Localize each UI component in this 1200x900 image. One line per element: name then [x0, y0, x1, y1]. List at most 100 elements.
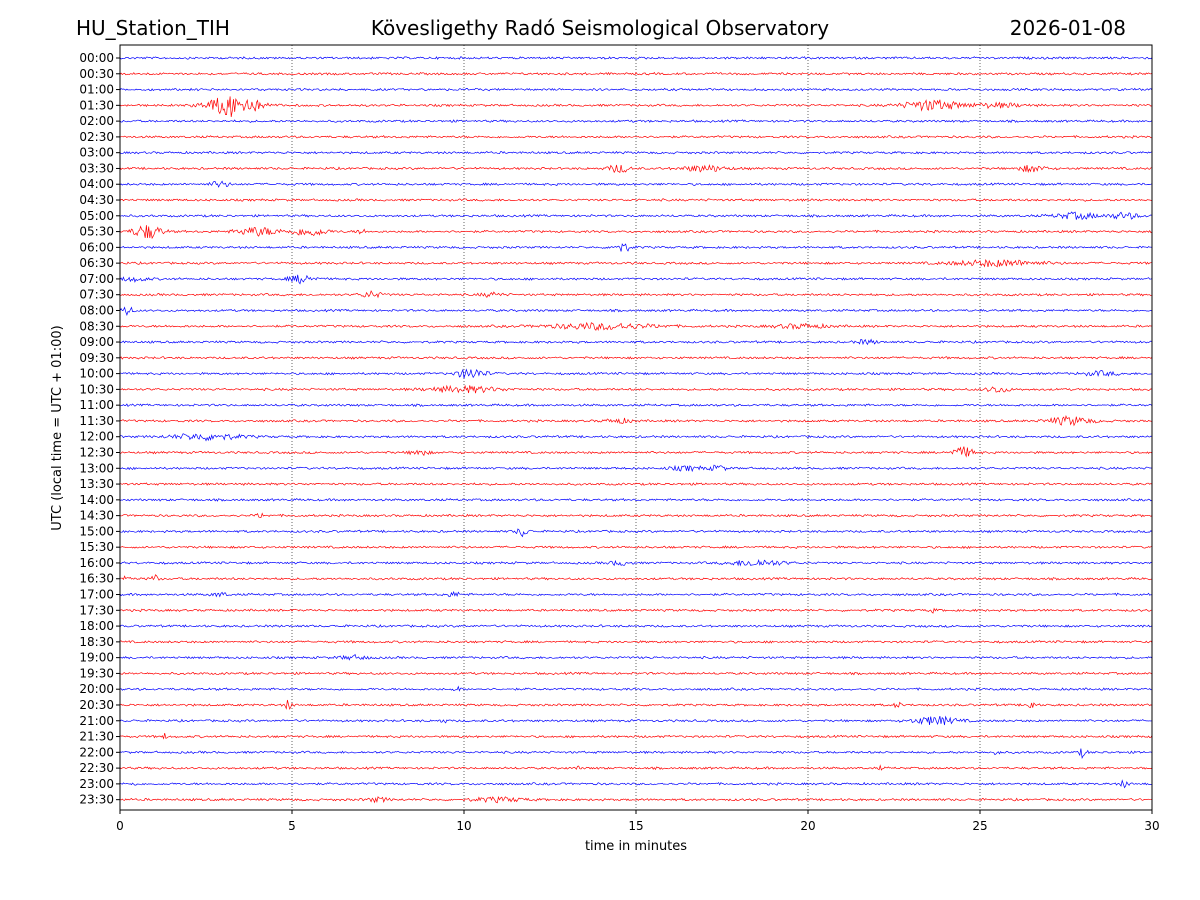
trace-0300 [119, 150, 1153, 155]
x-tick-label-5: 5 [288, 819, 296, 833]
y-tick-label: 00:00 [79, 51, 114, 65]
y-tick-label: 12:30 [79, 446, 114, 460]
trace-2300 [119, 779, 1152, 789]
trace-1600 [119, 559, 1153, 567]
trace-1330 [119, 482, 1153, 486]
y-tick-label: 06:00 [79, 240, 114, 254]
trace-0030 [119, 71, 1153, 76]
y-tick-label: 05:00 [79, 209, 114, 223]
y-axis-label: UTC (local time = UTC + 01:00) [50, 325, 65, 530]
station-name: HU_Station_TIH [76, 16, 230, 40]
y-tick-label: 16:00 [79, 556, 114, 570]
trace-0130 [119, 96, 1153, 118]
trace-0930 [119, 355, 1153, 360]
y-tick-label: 19:30 [79, 666, 114, 680]
y-tick-label: 11:00 [79, 398, 114, 412]
chart-date: 2026-01-08 [1010, 16, 1126, 40]
y-tick-label: 10:30 [79, 382, 114, 396]
y-tick-label: 03:30 [79, 161, 114, 175]
x-tick-label-0: 0 [116, 819, 124, 833]
y-tick-label: 18:00 [79, 619, 114, 633]
y-tick-label: 14:00 [79, 493, 114, 507]
y-tick-label: 04:30 [79, 193, 114, 207]
trace-2130 [119, 733, 1153, 740]
trace-1700 [119, 590, 1153, 598]
x-axis: 0 5 10 15 20 25 30 [116, 810, 1160, 833]
y-tick-label: 22:30 [79, 761, 114, 775]
y-tick-label: 10:00 [79, 367, 114, 381]
trace-0900 [120, 338, 1153, 346]
trace-0000 [119, 56, 1153, 60]
y-tick-label: 22:00 [79, 745, 114, 759]
y-tick-label: 13:00 [79, 461, 114, 475]
y-tick-label: 14:30 [79, 509, 114, 523]
y-tick-label: 00:30 [79, 67, 114, 81]
trace-group [119, 56, 1153, 804]
x-tick-label-30: 30 [1144, 819, 1159, 833]
trace-1830 [119, 639, 1153, 644]
trace-0400 [119, 180, 1153, 188]
y-tick-label: 07:30 [79, 288, 114, 302]
y-tick-label: 17:30 [79, 603, 114, 617]
trace-1800 [119, 624, 1153, 628]
trace-0830 [119, 321, 1153, 332]
trace-2100 [119, 715, 1153, 726]
y-tick-label: 23:00 [79, 777, 114, 791]
trace-1230 [119, 446, 1153, 458]
chart-title: Kövesligethy Radó Seismological Observat… [371, 16, 829, 40]
y-tick-label: 21:30 [79, 730, 114, 744]
y-tick-label: 09:30 [79, 351, 114, 365]
trace-1430 [119, 512, 1153, 518]
y-tick-label: 01:30 [79, 98, 114, 112]
trace-0530 [119, 225, 1153, 240]
trace-1730 [119, 607, 1152, 614]
y-tick-label: 15:00 [79, 524, 114, 538]
y-tick-label: 17:00 [79, 588, 114, 602]
y-tick-label: 08:00 [79, 303, 114, 317]
y-tick-label: 18:30 [79, 635, 114, 649]
trace-0600 [119, 243, 1153, 252]
y-tick-label: 02:30 [79, 130, 114, 144]
trace-1900 [119, 653, 1153, 661]
y-tick-label: 07:00 [79, 272, 114, 286]
trace-1530 [119, 545, 1153, 549]
x-axis-label: time in minutes [585, 839, 687, 854]
y-tick-label: 21:00 [79, 714, 114, 728]
trace-1000 [119, 368, 1153, 379]
y-tick-label: 08:30 [79, 319, 114, 333]
trace-1130 [119, 414, 1153, 427]
y-tick-label: 09:00 [79, 335, 114, 349]
y-tick-label: 13:30 [79, 477, 114, 491]
y-tick-label: 03:00 [79, 146, 114, 160]
trace-1300 [119, 464, 1153, 473]
trace-1200 [119, 433, 1153, 442]
y-tick-label: 16:30 [79, 572, 114, 586]
trace-0500 [119, 211, 1153, 221]
y-tick-label: 20:30 [79, 698, 114, 712]
y-tick-label: 15:30 [79, 540, 114, 554]
trace-1400 [119, 498, 1153, 502]
y-tick-label: 20:00 [79, 682, 114, 696]
plot-frame [119, 44, 1153, 811]
trace-2200 [119, 748, 1153, 760]
x-tick-label-10: 10 [456, 819, 471, 833]
y-tick-label: 06:30 [79, 256, 114, 270]
trace-1030 [119, 384, 1153, 394]
trace-1100 [119, 403, 1153, 408]
trace-2000 [119, 685, 1153, 692]
x-tick-label-15: 15 [628, 819, 643, 833]
trace-0700 [119, 274, 1153, 285]
y-tick-label: 19:00 [79, 651, 114, 665]
trace-0730 [119, 290, 1153, 299]
trace-1930 [119, 671, 1153, 676]
trace-1500 [119, 528, 1153, 538]
trace-0430 [119, 198, 1153, 202]
trace-0200 [119, 119, 1153, 124]
trace-0100 [119, 87, 1153, 92]
y-tick-label: 05:30 [79, 225, 114, 239]
trace-0330 [119, 164, 1152, 174]
grid-lines [291, 45, 981, 810]
trace-1630 [119, 574, 1153, 581]
